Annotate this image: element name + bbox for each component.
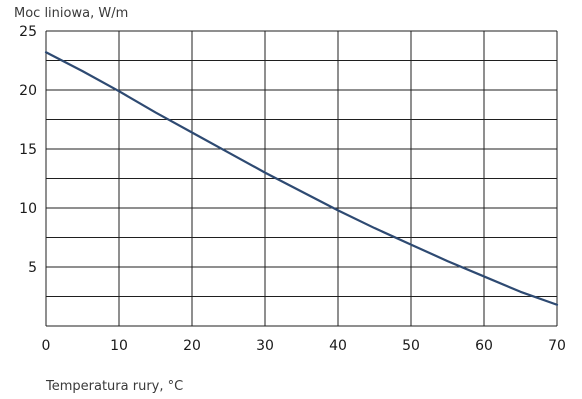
y-tick-label: 25 (19, 24, 37, 40)
x-tick-label: 30 (256, 338, 274, 354)
grid (45, 30, 558, 327)
y-axis-title: Moc liniowa, W/m (14, 6, 128, 21)
x-tick-label: 20 (183, 338, 201, 354)
x-tick-label: 0 (42, 338, 51, 354)
x-tick-label: 10 (110, 338, 128, 354)
x-axis-title: Temperatura rury, °C (45, 379, 183, 394)
y-tick-label: 15 (19, 142, 37, 158)
y-tick-label: 10 (19, 201, 37, 217)
x-tick-label: 60 (475, 338, 493, 354)
x-tick-label: 50 (402, 338, 420, 354)
series-layer (44, 51, 559, 306)
y-tick-label: 5 (28, 260, 37, 276)
x-tick-label: 40 (329, 338, 347, 354)
tick-labels: 0 10 20 30 40 50 60 70 5 10 15 20 25 (19, 24, 566, 354)
y-tick-label: 20 (19, 83, 37, 99)
x-tick-label: 70 (548, 338, 566, 354)
